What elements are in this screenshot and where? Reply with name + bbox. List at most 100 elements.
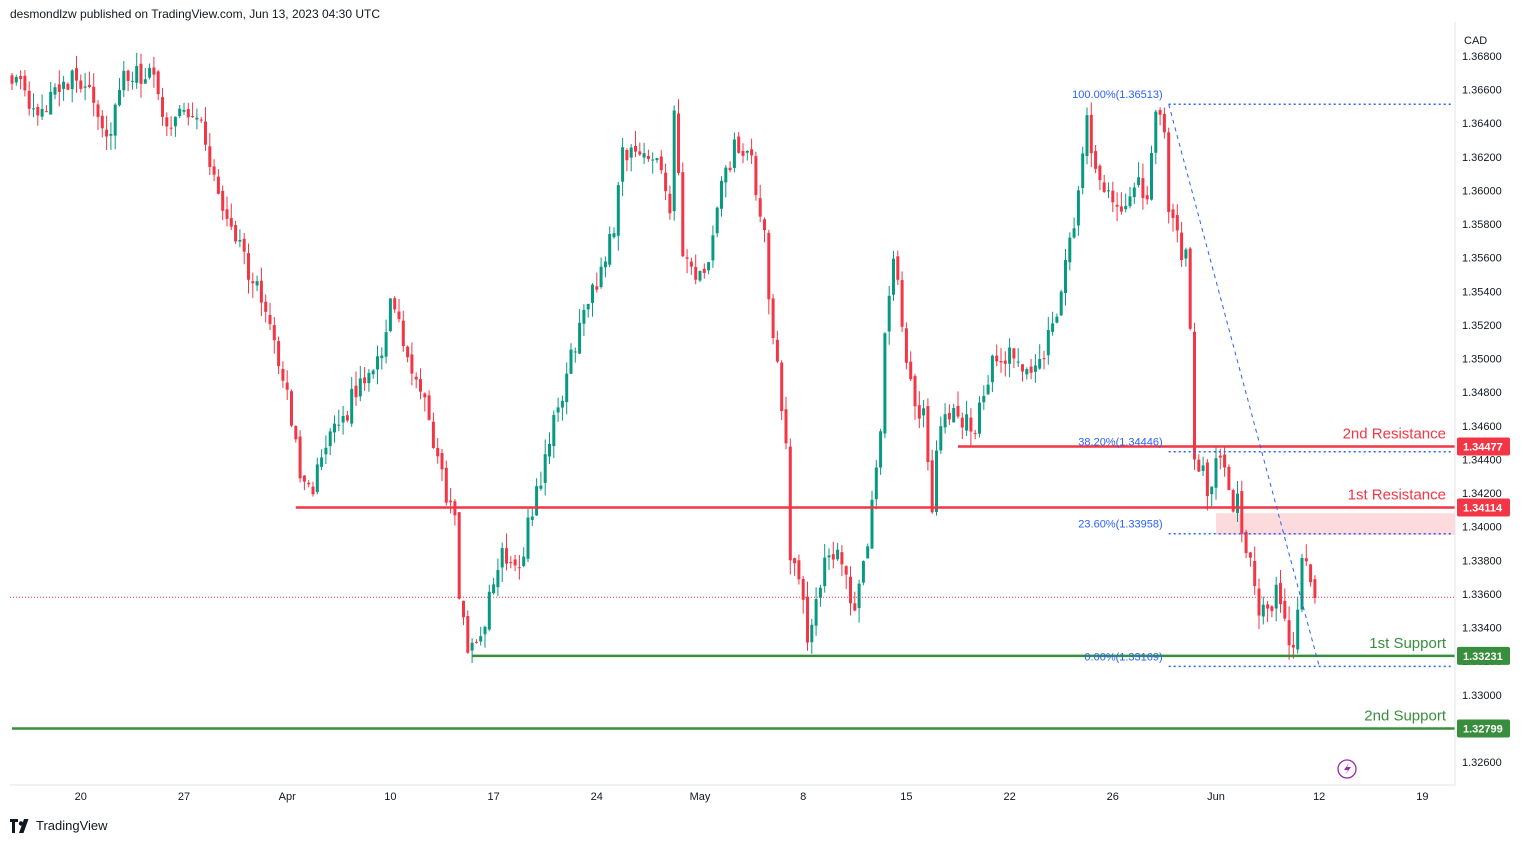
candle-up bbox=[599, 257, 603, 289]
candle-down bbox=[345, 410, 349, 423]
candle-body bbox=[324, 447, 328, 455]
axes-layer: CAD1.326001.328001.330001.332001.334001.… bbox=[10, 22, 1502, 803]
candle-up bbox=[143, 67, 147, 84]
candle-body bbox=[737, 136, 741, 153]
candle-body bbox=[315, 464, 319, 492]
candle-down bbox=[1257, 578, 1261, 629]
candle-up bbox=[1296, 596, 1300, 654]
candle-body bbox=[750, 149, 754, 156]
candle-up bbox=[492, 577, 496, 595]
x-tick-label: Apr bbox=[279, 791, 296, 803]
footer-brand[interactable]: TradingView bbox=[10, 818, 108, 833]
candle-down bbox=[904, 322, 908, 370]
candle-body bbox=[62, 81, 66, 89]
lightning-icon-bolt bbox=[1344, 763, 1351, 775]
y-tick-label: 1.32600 bbox=[1462, 757, 1502, 769]
candle-body bbox=[827, 555, 831, 558]
candle-down bbox=[1253, 546, 1257, 595]
candle-body bbox=[397, 311, 401, 320]
candle-down bbox=[57, 70, 61, 107]
candle-down bbox=[625, 148, 629, 172]
price-tag-label: 1.33231 bbox=[1463, 651, 1503, 663]
candle-body bbox=[986, 384, 990, 395]
candle-body bbox=[1236, 493, 1239, 513]
candle-down bbox=[737, 131, 741, 154]
candle-up bbox=[320, 449, 324, 471]
candle-body bbox=[272, 325, 276, 341]
candle-up bbox=[556, 397, 560, 422]
candle-down bbox=[1003, 351, 1007, 377]
candle-body bbox=[328, 431, 332, 447]
candle-body bbox=[367, 372, 371, 384]
candle-up bbox=[1085, 107, 1089, 165]
candle-body bbox=[264, 301, 268, 312]
x-tick-label: 15 bbox=[900, 791, 912, 803]
candle-body bbox=[234, 225, 238, 242]
y-tick-label: 1.35600 bbox=[1462, 253, 1502, 265]
candle-down bbox=[1304, 544, 1308, 566]
candle-down bbox=[1042, 350, 1046, 370]
y-tick-label: 1.35800 bbox=[1462, 219, 1502, 231]
candle-body bbox=[517, 567, 521, 569]
fib-level-label: 0.00%(1.33169) bbox=[1084, 651, 1162, 663]
candle-body bbox=[522, 556, 526, 567]
candle-body bbox=[156, 71, 160, 95]
candle-up bbox=[711, 225, 715, 268]
candle-body bbox=[1270, 606, 1274, 612]
candle-body bbox=[1300, 557, 1304, 610]
candle-up bbox=[470, 638, 474, 664]
candle-body bbox=[1227, 466, 1231, 491]
candle-body bbox=[419, 379, 422, 392]
candle-body bbox=[1304, 558, 1308, 562]
candle-body bbox=[49, 91, 53, 115]
candle-up bbox=[548, 432, 551, 465]
candle-up bbox=[1008, 338, 1012, 378]
candle-body bbox=[668, 193, 672, 214]
candle-up bbox=[1076, 186, 1080, 236]
candle-body bbox=[543, 454, 547, 483]
candle-body bbox=[565, 373, 569, 403]
y-tick-label: 1.34200 bbox=[1462, 488, 1502, 500]
candle-body bbox=[247, 253, 250, 280]
candle-body bbox=[1012, 348, 1016, 359]
candle-up bbox=[135, 52, 139, 89]
level-label: 2nd Resistance bbox=[1343, 425, 1446, 442]
candle-up bbox=[1137, 162, 1141, 188]
candle-body bbox=[36, 107, 40, 116]
candle-down bbox=[750, 138, 754, 164]
candle-body bbox=[509, 562, 513, 564]
price-tag-label: 1.34114 bbox=[1463, 503, 1503, 515]
candle-body bbox=[505, 548, 508, 564]
candle-down bbox=[947, 404, 951, 426]
candle-down bbox=[302, 475, 306, 491]
candle-down bbox=[741, 143, 745, 164]
levels-layer: 2nd Resistance 1st Resistance 1st Support 2… bbox=[10, 425, 1455, 730]
candle-up bbox=[578, 309, 582, 354]
candle-body bbox=[797, 560, 801, 580]
candle-body bbox=[44, 111, 48, 113]
candle-body bbox=[526, 517, 530, 559]
candle-up bbox=[350, 376, 354, 427]
candle-up bbox=[122, 60, 126, 98]
candle-down bbox=[1158, 107, 1162, 126]
candle-up bbox=[1046, 316, 1050, 365]
candle-body bbox=[294, 425, 298, 440]
candle-down bbox=[668, 185, 672, 220]
candle-down bbox=[1111, 181, 1115, 213]
candle-body bbox=[152, 67, 156, 75]
candle-down bbox=[1248, 551, 1252, 567]
candle-up bbox=[724, 165, 728, 198]
candle-body bbox=[100, 115, 104, 129]
candle-body bbox=[1291, 644, 1295, 648]
candle-body bbox=[483, 626, 487, 635]
candle-down bbox=[204, 107, 207, 151]
candle-body bbox=[591, 284, 594, 303]
lightning-icon-ring bbox=[1337, 759, 1357, 779]
candle-body bbox=[337, 424, 341, 426]
candle-up bbox=[892, 250, 895, 301]
candle-body bbox=[221, 190, 225, 211]
candle-down bbox=[96, 100, 100, 131]
candle-body bbox=[724, 167, 728, 183]
candle-down bbox=[397, 299, 401, 323]
